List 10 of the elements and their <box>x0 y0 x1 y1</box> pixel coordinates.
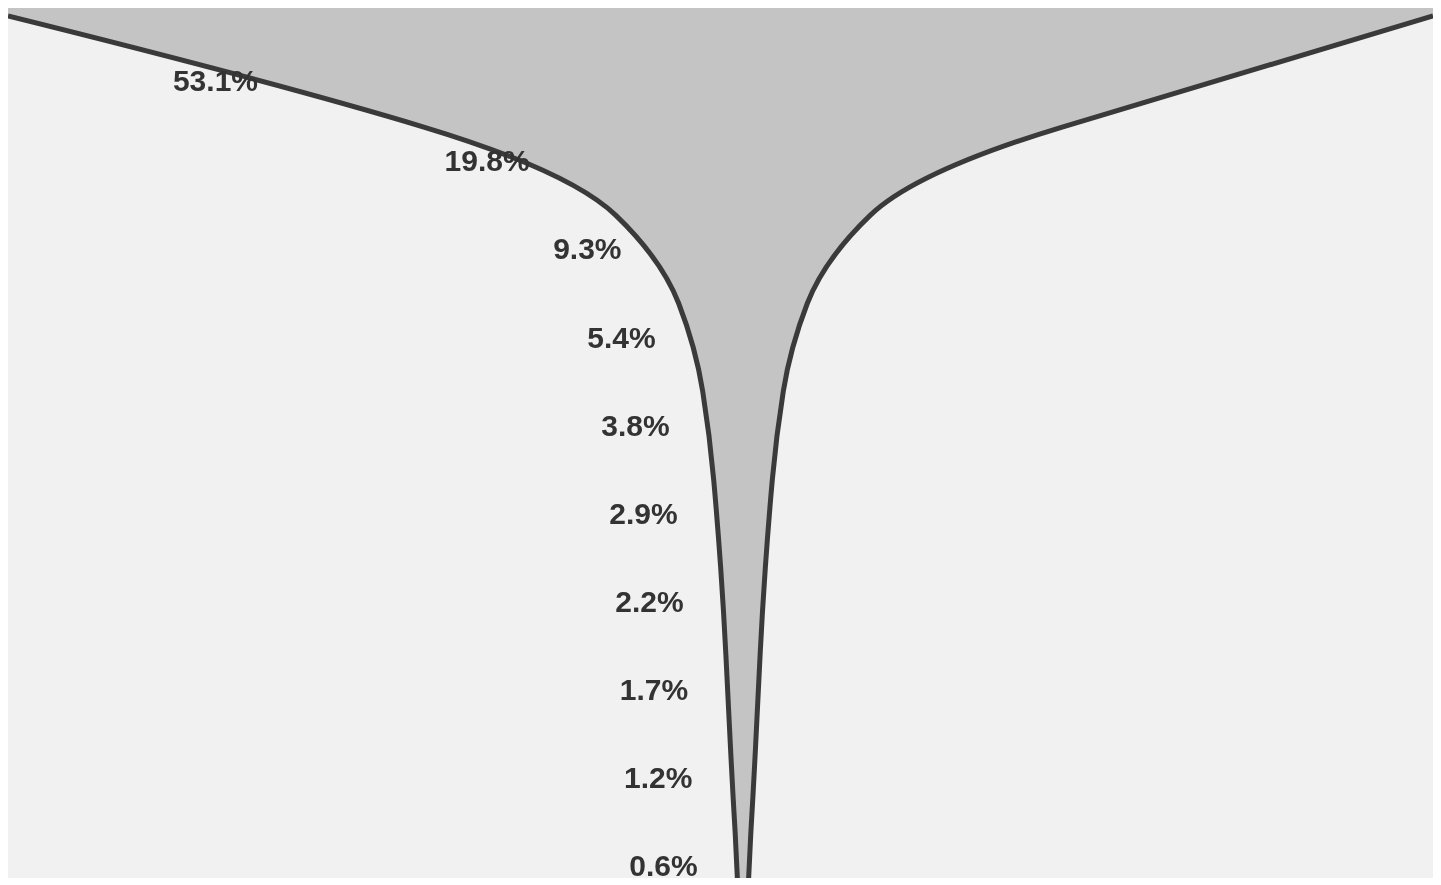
data-label: 3.8% <box>601 408 670 442</box>
data-label: 1.2% <box>624 761 693 795</box>
data-label: 0.6% <box>629 849 698 883</box>
data-label: 5.4% <box>587 320 656 354</box>
data-label: 2.9% <box>609 496 678 530</box>
data-label: 53.1% <box>172 64 258 98</box>
data-label: 1.7% <box>619 673 689 707</box>
data-label: 9.3% <box>553 232 622 266</box>
data-label: 19.8% <box>444 144 530 178</box>
data-label: 2.2% <box>615 584 684 618</box>
